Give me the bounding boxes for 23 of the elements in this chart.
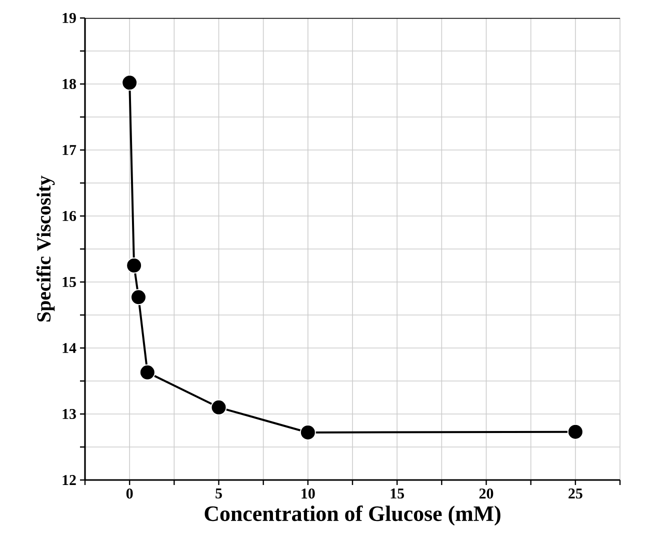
point xyxy=(210,399,227,416)
point xyxy=(126,258,142,274)
x-tick-label: 20 xyxy=(479,488,494,499)
y-tick-label: 14 xyxy=(62,343,76,353)
y-tick-label: 15 xyxy=(62,277,76,288)
x-tick-label: 15 xyxy=(390,488,404,499)
x-tick-label: 0 xyxy=(126,488,133,499)
y-axis-title: Specific Viscosity xyxy=(36,176,55,322)
x-tick-label: 10 xyxy=(302,488,315,499)
x-tick-label: 25 xyxy=(568,488,582,499)
point xyxy=(139,364,156,380)
y-tick-label: 19 xyxy=(62,12,76,24)
y-tick-label: 18 xyxy=(62,78,76,90)
y-tick-label: 16 xyxy=(62,210,76,222)
point xyxy=(567,424,584,440)
y-tick-label: 12 xyxy=(62,475,76,485)
x-tick-label: 5 xyxy=(216,488,222,498)
x-axis-title: Concentration of Glucose (mM) xyxy=(204,505,500,526)
point xyxy=(122,74,138,91)
point xyxy=(300,424,316,440)
y-tick-label: 13 xyxy=(62,408,76,420)
point xyxy=(130,289,146,306)
y-tick-label: 17 xyxy=(62,145,76,155)
